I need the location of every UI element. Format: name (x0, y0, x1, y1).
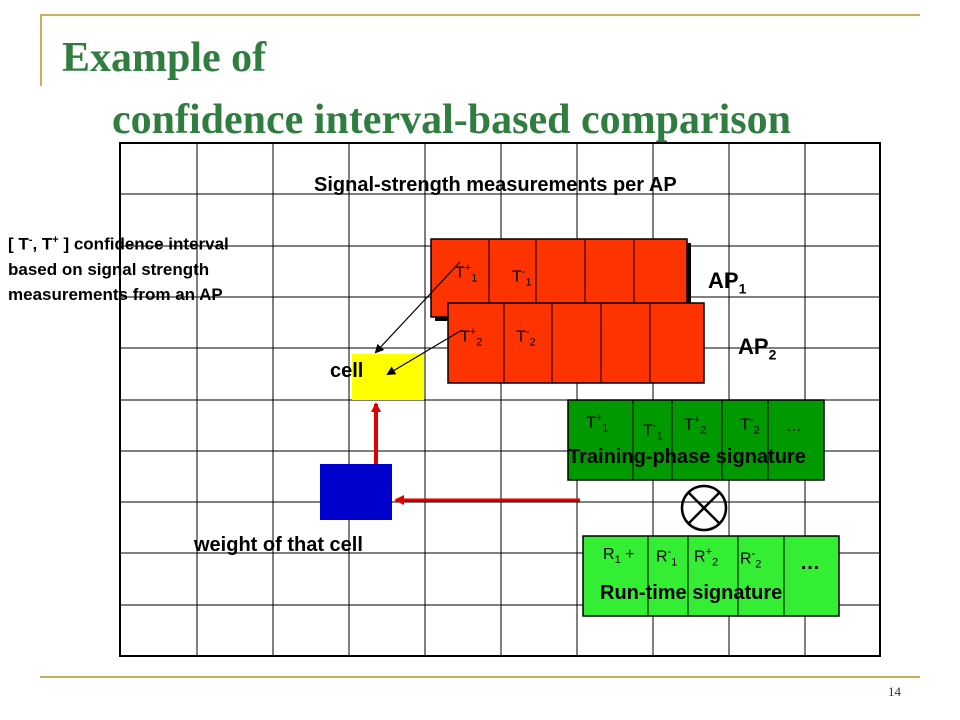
run-r1-plus-label: R1 + (603, 546, 635, 567)
training-signature-label: Training-phase signature (568, 446, 806, 468)
ap1-label: AP1 (708, 268, 747, 297)
slide-title-line1: Example of (62, 35, 267, 81)
ap1-t-plus-label: T+1 (455, 262, 478, 285)
decor-vertical-rule (40, 14, 42, 86)
note-line2: based on signal strength (8, 259, 210, 279)
confidence-interval-note: [ T-, T+ ] confidence interval based on … (8, 228, 229, 307)
weight-label: weight of that cell (194, 534, 363, 556)
train-t1-plus-label: T+1 (586, 412, 609, 435)
train-t2-plus-label: T+2 (684, 414, 707, 437)
run-ellipsis: … (800, 552, 820, 574)
train-t1-minus-label: T-1 (643, 420, 663, 443)
runtime-signature-block (582, 535, 840, 617)
note-line1: [ T-, T+ ] confidence interval (8, 234, 229, 254)
runtime-signature-label: Run-time signature (600, 582, 783, 604)
highlighted-cell (352, 354, 424, 400)
decor-top-rule (40, 14, 920, 16)
run-r1-minus-label: R-1 (656, 546, 678, 569)
decor-bottom-rule (40, 676, 920, 678)
ap1-to-cell-pointer (374, 261, 461, 354)
run-r2-plus-label: R+2 (694, 546, 719, 569)
train-ellipsis: … (786, 418, 802, 435)
slide-title-line2: confidence interval-based comparison (112, 97, 791, 143)
train-t2-minus-label: T-2 (740, 414, 760, 437)
ap2-t-minus-label: T-2 (516, 326, 536, 349)
ap2-label: AP2 (738, 334, 777, 363)
page-number: 14 (888, 684, 901, 699)
cell-label: cell (330, 360, 364, 382)
ap1-t-minus-label: T-1 (512, 266, 532, 289)
note-line3: measurements from an AP (8, 284, 223, 304)
ap2-measurement-block (447, 302, 705, 384)
ap2-to-cell-pointer (386, 329, 463, 376)
otimes-compare-icon (680, 484, 728, 532)
ap2-t-plus-label: T+2 (460, 326, 483, 349)
diagram-heading: Signal-strength measurements per AP (314, 174, 677, 196)
run-r2-minus-label: R-2 (740, 548, 762, 571)
training-signature-block (567, 399, 825, 481)
cell-weight-block (320, 464, 392, 520)
